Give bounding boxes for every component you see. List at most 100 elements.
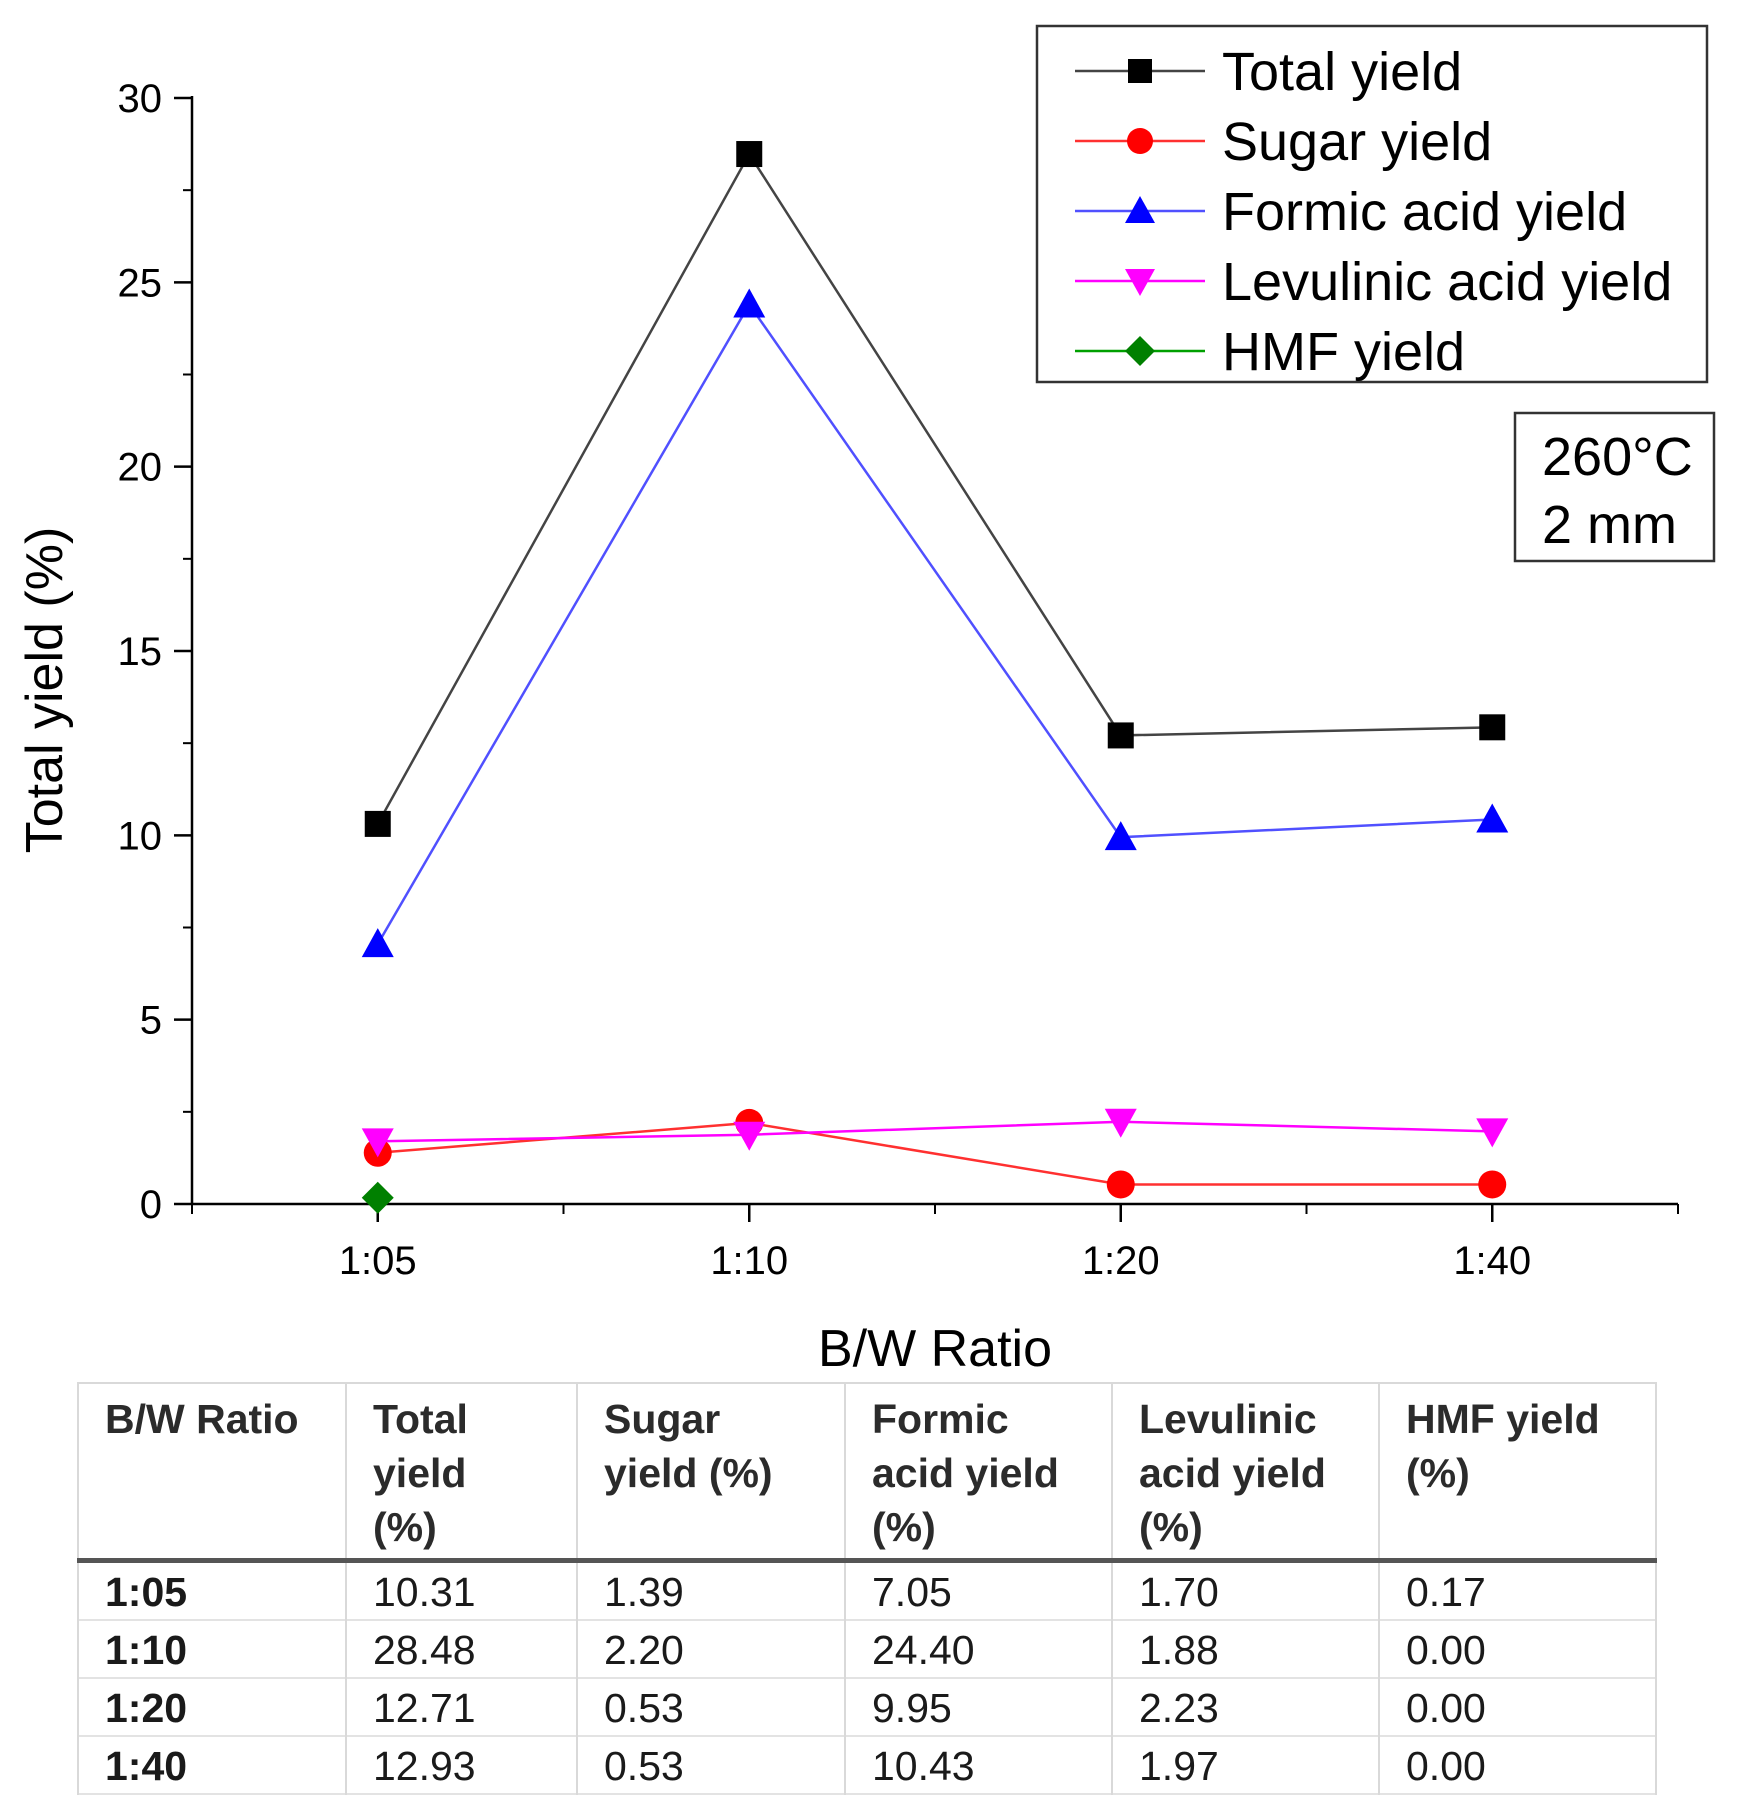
legend-label: Levulinic acid yield [1222,252,1672,312]
table-cell: 7.05 [844,1560,1113,1620]
y-axis-title: Total yield (%) [16,527,74,854]
line-chart: 0 5 10 15 20 25 30 1:05 1:10 1:20 1:40 Total yield… [16,24,1716,1378]
legend-label: HMF yield [1222,322,1465,382]
x-tick-label: 1:20 [1082,1239,1160,1283]
table-cell: 24.40 [844,1620,1113,1678]
table-cell: 2.23 [1111,1678,1380,1736]
table-header-cell: HMF yield (%) [1378,1383,1657,1561]
condition-note: 260°C 2 mm [1513,411,1716,563]
table-row-label: 1:05 [77,1560,347,1620]
table-header-text: acid yield [1139,1450,1326,1496]
table-header-cell: Sugar yield (%) [576,1383,846,1561]
table-header-cell: Formic acid yield (%) [844,1383,1113,1561]
table-cell: 10.43 [844,1736,1113,1794]
table-cell: 10.31 [345,1560,578,1620]
table-row-label: 1:10 [77,1620,347,1678]
formic-acid-yield-point [733,288,766,318]
formic-acid-yield-point [1104,821,1137,851]
levulinic-acid-yield-line [377,1120,1493,1143]
legend-label: Formic acid yield [1222,182,1627,242]
series-markers [361,141,1509,1214]
table-header-text: acid yield [872,1450,1059,1496]
y-tick-label: 30 [118,77,163,121]
note-line: 260°C [1542,427,1693,487]
table-header-text: B/W Ratio [105,1396,299,1442]
data-table: B/W Ratio Total yield (%) Sugar yield (%) Form… [77,1382,1657,1795]
y-tick-label: 15 [118,630,163,674]
levulinic-acid-yield-point [1476,1118,1509,1148]
table-row: 1:40 12.93 0.53 10.43 1.97 0.00 [77,1736,1657,1794]
table-header-text: Total [373,1396,468,1442]
table-cell: 28.48 [345,1620,578,1678]
table-header-text: Formic [872,1396,1009,1442]
legend-label: Sugar yield [1222,112,1492,172]
legend-item-sugar-yield: Sugar yield [1075,112,1492,172]
x-axis-title: B/W Ratio [818,1320,1052,1378]
table-header-text: yield (%) [604,1450,773,1496]
total-yield-point [736,141,763,168]
levulinic-acid-yield-point [361,1128,394,1158]
table-header-text: (%) [872,1504,936,1550]
legend-marker [1125,196,1155,223]
table-cell: 2.20 [576,1620,846,1678]
table-cell: 1.97 [1111,1736,1380,1794]
table-cell: 1.39 [576,1560,846,1620]
table-cell: 9.95 [844,1678,1113,1736]
note-line: 2 mm [1542,495,1677,555]
table-header-text: (%) [373,1504,437,1550]
note-box [1513,411,1716,563]
legend-marker [1125,269,1155,296]
table-cell: 12.71 [345,1678,578,1736]
table-cell: 0.00 [1378,1678,1657,1736]
y-tick-label: 10 [118,814,163,858]
hmf-yield-point [361,1181,394,1214]
formic-acid-yield-line [376,302,1493,945]
table-cell: 0.00 [1378,1736,1657,1794]
axes: 0 5 10 15 20 25 30 1:05 1:10 1:20 1:40 [118,77,1679,1283]
x-tick-label: 1:40 [1453,1239,1531,1283]
y-tick-label: 25 [118,261,163,305]
table-header-text: Levulinic [1139,1396,1317,1442]
table-cell: 0.53 [576,1736,846,1794]
legend-item-levulinic-acid-yield: Levulinic acid yield [1075,252,1672,312]
series-lines [376,151,1493,1186]
table-cell: 12.93 [345,1736,578,1794]
table-row: 1:10 28.48 2.20 24.40 1.88 0.00 [77,1620,1657,1678]
sugar-yield-point [1106,1170,1135,1199]
formic-acid-yield-point [361,928,394,958]
legend-item-formic-acid-yield: Formic acid yield [1075,182,1627,242]
y-tick-label: 0 [140,1183,162,1227]
table-header-row: B/W Ratio Total yield (%) Sugar yield (%) Form… [77,1383,1657,1561]
table-body: 1:05 10.31 1.39 7.05 1.70 0.17 1:10 28.48 2.20 24… [77,1560,1657,1794]
x-tick-label: 1:05 [339,1239,417,1283]
table-header-text: (%) [1139,1504,1203,1550]
table-row: 1:20 12.71 0.53 9.95 2.23 0.00 [77,1678,1657,1736]
table-cell: 0.17 [1378,1560,1657,1620]
total-yield-point [1107,722,1134,749]
legend-marker [1127,128,1153,154]
table-row-label: 1:20 [77,1678,347,1736]
formic-acid-yield-point [1476,803,1509,833]
total-yield-point [1479,714,1506,741]
table-cell: 1.88 [1111,1620,1380,1678]
legend: Total yield Sugar yield Formic acid yield L… [1035,24,1709,384]
levulinic-acid-yield-point [733,1121,766,1151]
table-cell: 0.53 [576,1678,846,1736]
legend-box [1035,24,1709,384]
table-cell: 1.70 [1111,1560,1380,1620]
y-tick-label: 5 [140,999,162,1043]
total-yield-point [364,810,391,837]
legend-label: Total yield [1222,42,1462,102]
legend-item-hmf-yield: HMF yield [1075,322,1465,382]
table-cell: 0.00 [1378,1620,1657,1678]
y-tick-label: 20 [118,446,163,490]
table-header-cell: Total yield (%) [345,1383,578,1561]
legend-marker [1128,59,1152,83]
legend-marker [1125,336,1155,366]
legend-item-total-yield: Total yield [1075,42,1462,102]
table-header-text: yield [373,1450,467,1496]
levulinic-acid-yield-point [1104,1108,1137,1138]
table-row: 1:05 10.31 1.39 7.05 1.70 0.17 [77,1560,1657,1620]
table-header-text: HMF yield [1406,1396,1600,1442]
table-header-cell: B/W Ratio [77,1383,347,1561]
